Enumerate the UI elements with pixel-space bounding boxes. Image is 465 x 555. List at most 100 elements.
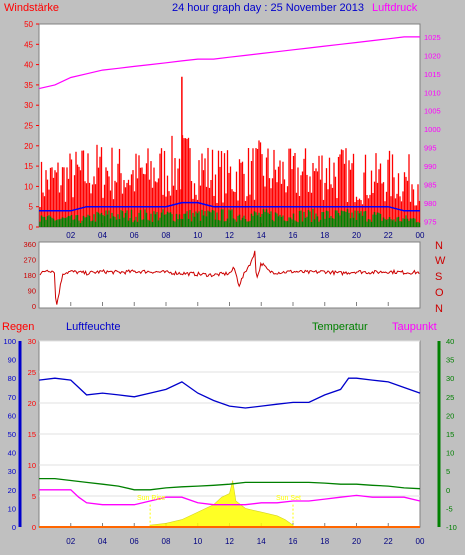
temperature-tick-label: 25 [446, 393, 454, 402]
humidity-axis-title: Luftfeuchte [66, 321, 120, 333]
pressure-tick-label: 990 [424, 162, 437, 171]
wind-tick-label: 35 [24, 81, 33, 90]
pressure-tick-label: 1005 [424, 107, 441, 116]
direction-label-s: S [435, 271, 442, 283]
sunset-label: Sun Set [276, 495, 301, 502]
panel-direction [38, 241, 421, 309]
rain-tick-label: 5 [32, 492, 36, 501]
rain-tick-label: 10 [28, 461, 36, 470]
pressure-tick-label: 1010 [424, 88, 441, 97]
x-tick-label: 10 [193, 537, 202, 546]
x-tick-label: 04 [98, 231, 107, 240]
wind-tick-label: 50 [24, 20, 33, 29]
humidity-tick-label: 50 [8, 430, 16, 439]
temperature-tick-label: 5 [446, 467, 450, 476]
dewpoint-axis-title: Taupunkt [392, 321, 437, 333]
direction-line [39, 250, 420, 305]
humidity-tick-label: 100 [3, 337, 16, 346]
rain-tick-label: 0 [32, 523, 36, 532]
x-tick-label: 20 [352, 537, 361, 546]
temperature-axis-title: Temperatur [312, 321, 368, 333]
x-tick-label: 14 [257, 537, 266, 546]
humidity-tick-label: 10 [8, 504, 16, 513]
temperature-line [39, 477, 421, 491]
x-tick-label: 00 [416, 537, 425, 546]
temperature-tick-label: 30 [446, 374, 454, 383]
direction-label-w: W [435, 255, 446, 267]
direction-label-n2: N [435, 303, 443, 315]
solar-area [149, 480, 294, 528]
humidity-tick-label: 0 [12, 523, 16, 532]
x-tick-label: 12 [225, 231, 234, 240]
wind-tick-label: 30 [24, 101, 33, 110]
direction-tick-label: 90 [28, 287, 36, 296]
wind-tick-label: 10 [24, 182, 33, 191]
temperature-tick-label: 10 [446, 449, 454, 458]
x-tick-label: 02 [66, 231, 75, 240]
x-tick-label: 22 [384, 231, 393, 240]
dewpoint-line [39, 489, 421, 506]
pressure-tick-label: 1015 [424, 70, 441, 79]
pressure-axis-title: Luftdruck [372, 2, 418, 14]
temperature-tick-label: 0 [446, 486, 450, 495]
x-tick-label: 16 [289, 537, 298, 546]
graph-title: 24 hour graph day : 25 November 2013 [172, 2, 364, 14]
direction-label-o: O [435, 287, 444, 299]
sunrise-label: Sun Rise [137, 495, 166, 502]
x-tick-label: 18 [320, 231, 329, 240]
rain-tick-label: 20 [28, 399, 36, 408]
x-tick-label: 08 [162, 537, 171, 546]
wind-tick-label: 40 [24, 61, 33, 70]
rain-tick-label: 25 [28, 368, 36, 377]
x-tick-label: 20 [352, 231, 361, 240]
humidity-tick-label: 40 [8, 449, 16, 458]
humidity-tick-label: 70 [8, 393, 16, 402]
direction-tick-label: 0 [32, 302, 36, 311]
x-tick-label: 00 [416, 231, 425, 240]
pressure-tick-label: 1000 [424, 125, 441, 134]
direction-label-n: N [435, 240, 443, 252]
x-tick-label: 18 [320, 537, 329, 546]
x-tick-label: 02 [66, 537, 75, 546]
wind-avg-line [39, 201, 420, 212]
humidity-tick-label: 60 [8, 411, 16, 420]
rain-tick-label: 30 [28, 337, 36, 346]
x-tick-label: 12 [225, 537, 234, 546]
x-tick-label: 14 [257, 231, 266, 240]
wind-tick-label: 5 [29, 203, 34, 212]
temperature-tick-label: -10 [446, 523, 457, 532]
humidity-tick-label: 80 [8, 374, 16, 383]
wind-tick-label: 0 [29, 223, 34, 232]
pressure-tick-label: 1025 [424, 33, 441, 42]
x-tick-label: 06 [130, 231, 139, 240]
pressure-tick-label: 995 [424, 144, 437, 153]
wind-tick-label: 15 [24, 162, 33, 171]
direction-tick-label: 180 [23, 271, 36, 280]
humidity-tick-label: 20 [8, 486, 16, 495]
temperature-tick-label: 35 [446, 356, 454, 365]
temperature-tick-label: 40 [446, 337, 454, 346]
rain-axis-title: Regen [2, 321, 34, 333]
pressure-tick-label: 975 [424, 217, 437, 226]
rain-tick-label: 15 [28, 430, 36, 439]
x-tick-label: 04 [98, 537, 107, 546]
temperature-tick-label: 15 [446, 430, 454, 439]
pressure-tick-label: 985 [424, 181, 437, 190]
wind-tick-label: 20 [24, 142, 33, 151]
pressure-tick-label: 1020 [424, 51, 441, 60]
x-tick-label: 06 [130, 537, 139, 546]
pressure-line [38, 36, 420, 90]
humidity-tick-label: 30 [8, 467, 16, 476]
x-tick-label: 08 [162, 231, 171, 240]
pressure-tick-label: 980 [424, 199, 437, 208]
direction-tick-label: 270 [23, 256, 36, 265]
temperature-tick-label: -5 [446, 504, 453, 513]
x-tick-label: 16 [289, 231, 298, 240]
humidity-line [38, 377, 421, 409]
wind-axis-title: Windstärke [4, 2, 59, 14]
wind-tick-label: 25 [24, 122, 33, 131]
wind-tick-label: 45 [24, 40, 33, 49]
humidity-tick-label: 90 [8, 356, 16, 365]
x-tick-label: 10 [193, 231, 202, 240]
